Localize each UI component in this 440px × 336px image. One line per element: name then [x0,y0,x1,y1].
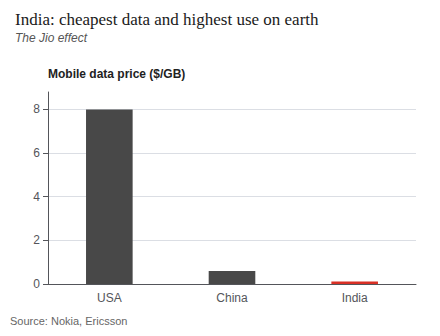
svg-text:India: India [342,291,368,305]
svg-text:4: 4 [33,190,40,204]
svg-text:China: China [216,291,248,305]
svg-text:8: 8 [33,102,40,116]
svg-text:India: cheapest data and highe: India: cheapest data and highest use on … [15,10,319,29]
svg-text:The Jio effect: The Jio effect [15,31,88,45]
svg-text:0: 0 [33,277,40,291]
svg-text:Source: Nokia, Ericsson: Source: Nokia, Ericsson [10,315,127,327]
svg-text:USA: USA [97,291,122,305]
svg-text:2: 2 [33,233,40,247]
svg-text:6: 6 [33,146,40,160]
svg-text:Mobile data price ($/GB): Mobile data price ($/GB) [48,67,185,81]
